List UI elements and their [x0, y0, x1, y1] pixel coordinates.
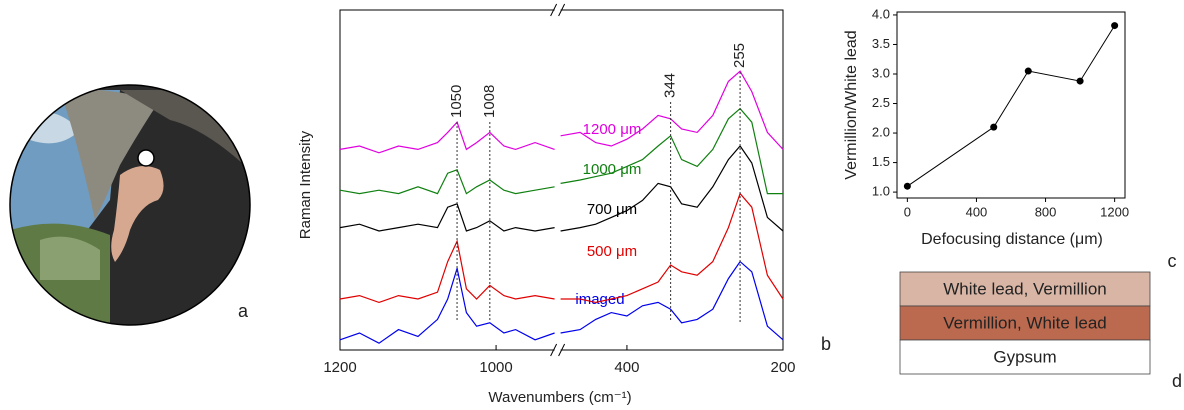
peak-label: 344 [662, 73, 679, 98]
data-point [903, 182, 911, 190]
x-tick-label: 1000 [479, 359, 512, 376]
layer [899, 271, 1151, 307]
painting-detail [10, 85, 250, 325]
data-line [907, 25, 1116, 187]
peak-label: 255 [731, 43, 748, 68]
x-tick-label: 200 [770, 359, 795, 376]
layer-label: Gypsum [993, 347, 1056, 366]
spectrum [560, 107, 783, 195]
series-label: 1200 μm [583, 121, 642, 138]
y-tick-label: 1.5 [872, 154, 890, 169]
peak-label: 1050 [448, 85, 465, 118]
panel-label: b [821, 334, 831, 354]
data-point [1076, 77, 1084, 85]
layer-label: White lead, Vermillion [943, 279, 1106, 298]
spectrum [560, 192, 784, 304]
peak-label: 1008 [481, 85, 498, 118]
spectrum [560, 145, 784, 232]
y-axis-title: Raman Intensity [297, 130, 314, 239]
series-label: imaged [575, 291, 624, 308]
data-point [1024, 67, 1032, 75]
x-tick-label: 400 [966, 204, 988, 219]
axis-frame [339, 9, 784, 351]
y-tick-label: 1.0 [872, 184, 890, 199]
y-tick-label: 3.5 [872, 36, 890, 51]
layer [899, 339, 1151, 375]
spectrum [560, 260, 784, 341]
series-label: 700 μm [587, 201, 637, 218]
spectrum [560, 70, 784, 150]
axis-frame [896, 11, 1126, 199]
y-tick-label: 3.0 [872, 65, 890, 80]
axis-break [550, 343, 566, 357]
x-tick-label: 1200 [323, 359, 356, 376]
x-tick-label: 800 [1035, 204, 1057, 219]
panel-label: d [1172, 371, 1182, 391]
spectrum [339, 121, 555, 154]
x-tick-label: 1200 [1100, 204, 1129, 219]
series-label: 1000 μm [583, 161, 642, 178]
layer [899, 305, 1151, 341]
x-tick-label: 0 [904, 204, 911, 219]
layer-label: Vermillion, White lead [943, 313, 1106, 332]
panel-label: c [1168, 251, 1177, 271]
data-point [990, 123, 998, 131]
y-tick-label: 4.0 [872, 6, 890, 21]
series-label: 500 μm [587, 243, 637, 260]
x-tick-label: 400 [614, 359, 639, 376]
x-axis-title: Defocusing distance (μm) [921, 231, 1103, 248]
spectrum [339, 169, 555, 195]
y-tick-label: 2.5 [872, 95, 890, 110]
x-axis-title: Wavenumbers (cm⁻¹) [488, 389, 631, 406]
y-axis-title: Vermillion/White lead [843, 30, 860, 179]
panel-label: a [238, 301, 249, 321]
y-tick-label: 2.0 [872, 124, 890, 139]
spectrum [339, 266, 555, 344]
frame [9, 84, 251, 326]
spectrum [339, 203, 555, 232]
data-point [1111, 22, 1119, 30]
axis-break [550, 3, 566, 17]
spectrum [339, 239, 555, 304]
